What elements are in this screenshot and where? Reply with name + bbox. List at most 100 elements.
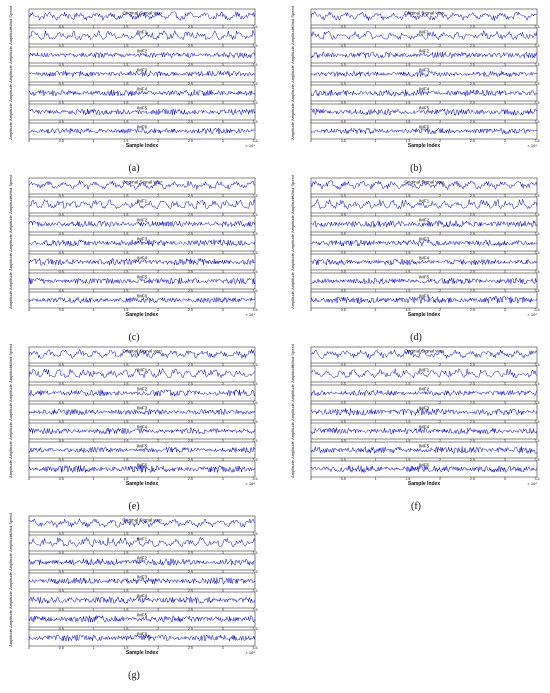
x-tick-label-r6-3: 1.5 (123, 289, 128, 293)
x-tick-label-r6-7: 3.5 (535, 289, 540, 293)
x-tick-label-r6-2: 1 (93, 120, 95, 124)
x-tick-label-r7-3: 1.5 (405, 139, 410, 143)
x-tick-label-r4-5: 2.5 (188, 251, 193, 255)
x-tick-label-r7-3: 1.5 (123, 477, 128, 481)
x-tick-label-r1-7: 3.5 (253, 25, 258, 29)
x-tick-label-r7-2: 1 (375, 308, 377, 312)
x-tick-label-r5-2: 1 (93, 270, 95, 274)
x-tick-label-r6-5: 2.5 (470, 289, 475, 293)
series-line-2 (28, 367, 256, 379)
x-tick-label-r2-3: 1.5 (123, 551, 128, 555)
x-tick-label-r3-5: 2.5 (470, 63, 475, 67)
x-tick-label-r6-2: 1 (93, 627, 95, 631)
x-tick-label-r2-1: 0.5 (59, 44, 64, 48)
x-tick-label-r2-1: 0.5 (341, 44, 346, 48)
x-tick-label-r1-1: 0.5 (59, 194, 64, 198)
xlabel: Sample Index (126, 650, 158, 656)
ylabel-3: Amplitude (290, 383, 295, 402)
x-tick-label-r7-7: 3.5 (535, 477, 540, 481)
x-tick-label-r5-2: 1 (93, 608, 95, 612)
ylabel-2: Amplitude (290, 364, 295, 383)
x-tick-label-r2-7: 3.5 (253, 382, 258, 386)
x-tick-label-r5-7: 3.5 (253, 270, 258, 274)
x-tick-label-r7-6: 3 (222, 308, 224, 312)
series-title-3: IMF2 (419, 218, 430, 223)
ylabel-7: Amplitude (8, 628, 13, 647)
series-title-3: IMF2 (419, 387, 430, 392)
ylabel-5: Amplitude (8, 252, 13, 271)
x-exponent: × 10⁴ (527, 481, 537, 486)
ylabel-1: Wind Speed (8, 344, 13, 366)
x-tick-label-r3-6: 3 (222, 232, 224, 236)
x-tick-label-r5-4: 2 (157, 439, 159, 443)
x-tick-label-r1-2: 1 (93, 194, 95, 198)
x-tick-label-r4-0: 0 (310, 420, 312, 424)
x-tick-label-r1-6: 3 (504, 25, 506, 29)
x-tick-label-r7-5: 2.5 (188, 646, 193, 650)
x-tick-label-r2-7: 3.5 (535, 382, 540, 386)
ylabel-1: Wind Speed (8, 175, 13, 197)
x-exponent: × 10⁴ (527, 143, 537, 148)
x-tick-label-r4-6: 3 (222, 589, 224, 593)
series-title-5: IMF4 (137, 594, 148, 599)
series-title-3: IMF2 (137, 556, 148, 561)
x-tick-label-r6-1: 0.5 (59, 289, 64, 293)
chart-e: Original Signal wsp Wind Speed 0 0.5 1 1.5 2 2.… (8, 344, 258, 487)
x-tick-label-r2-0: 0 (28, 382, 30, 386)
x-tick-label-r7-7: 3.5 (253, 646, 258, 650)
x-tick-label-r1-6: 3 (504, 363, 506, 367)
x-tick-label-r5-4: 2 (157, 101, 159, 105)
x-tick-label-r2-3: 1.5 (123, 44, 128, 48)
x-tick-label-r5-0: 0 (28, 608, 30, 612)
x-tick-label-r4-1: 0.5 (341, 82, 346, 86)
series-title-6: IMF5 (137, 444, 148, 449)
x-tick-label-r7-5: 2.5 (470, 139, 475, 143)
ylabel-1: Wind Speed (290, 344, 295, 366)
x-tick-label-r2-6: 3 (222, 44, 224, 48)
x-tick-label-r1-1: 0.5 (341, 363, 346, 367)
x-tick-label-r7-0: 0 (28, 646, 30, 650)
x-tick-label-r4-1: 0.5 (59, 589, 64, 593)
x-tick-label-r2-7: 3.5 (253, 44, 258, 48)
x-tick-label-r3-7: 3.5 (253, 232, 258, 236)
series-title-1: Original Signal wsp (122, 11, 162, 16)
x-tick-label-r5-0: 0 (310, 270, 312, 274)
x-tick-label-r3-0: 0 (28, 232, 30, 236)
series-line-6 (28, 108, 256, 116)
x-tick-label-r6-3: 1.5 (123, 120, 128, 124)
x-tick-label-r3-1: 0.5 (59, 63, 64, 67)
x-tick-label-r1-4: 2 (157, 363, 159, 367)
x-tick-label-r4-1: 0.5 (341, 420, 346, 424)
x-tick-label-r4-7: 3.5 (253, 589, 258, 593)
x-tick-label-r3-3: 1.5 (123, 63, 128, 67)
x-tick-label-r5-0: 0 (28, 439, 30, 443)
x-tick-label-r4-3: 1.5 (405, 420, 410, 424)
x-tick-label-r4-0: 0 (28, 82, 30, 86)
x-tick-label-r4-2: 1 (375, 420, 377, 424)
series-title-7: IMF6 (137, 463, 148, 468)
ylabel-3: Amplitude (290, 214, 295, 233)
axes-frame-7 (310, 291, 538, 309)
x-tick-label-r2-5: 2.5 (188, 382, 193, 386)
x-tick-label-r4-4: 2 (157, 589, 159, 593)
series-title-4: IMF3 (137, 68, 148, 73)
x-tick-label-r3-7: 3.5 (253, 401, 258, 405)
x-tick-label-r6-2: 1 (375, 120, 377, 124)
x-tick-label-r6-0: 0 (28, 289, 30, 293)
x-tick-label-r2-5: 2.5 (188, 551, 193, 555)
x-tick-label-r6-3: 1.5 (405, 458, 410, 462)
x-tick-label-r5-7: 3.5 (535, 101, 540, 105)
x-tick-label-r4-6: 3 (504, 251, 506, 255)
x-tick-label-r3-6: 3 (504, 232, 506, 236)
ylabel-5: Amplitude (8, 590, 13, 609)
x-tick-label-r2-5: 2.5 (470, 44, 475, 48)
x-tick-label-r1-5: 2.5 (188, 194, 193, 198)
x-tick-label-r3-1: 0.5 (59, 570, 64, 574)
ylabel-4: Amplitude (8, 571, 13, 590)
x-tick-label-r5-5: 2.5 (470, 439, 475, 443)
series-title-2: IMF1 (419, 368, 430, 373)
ylabel-3: Amplitude (290, 45, 295, 64)
x-tick-label-r1-1: 0.5 (59, 532, 64, 536)
series-line-5 (28, 427, 256, 435)
